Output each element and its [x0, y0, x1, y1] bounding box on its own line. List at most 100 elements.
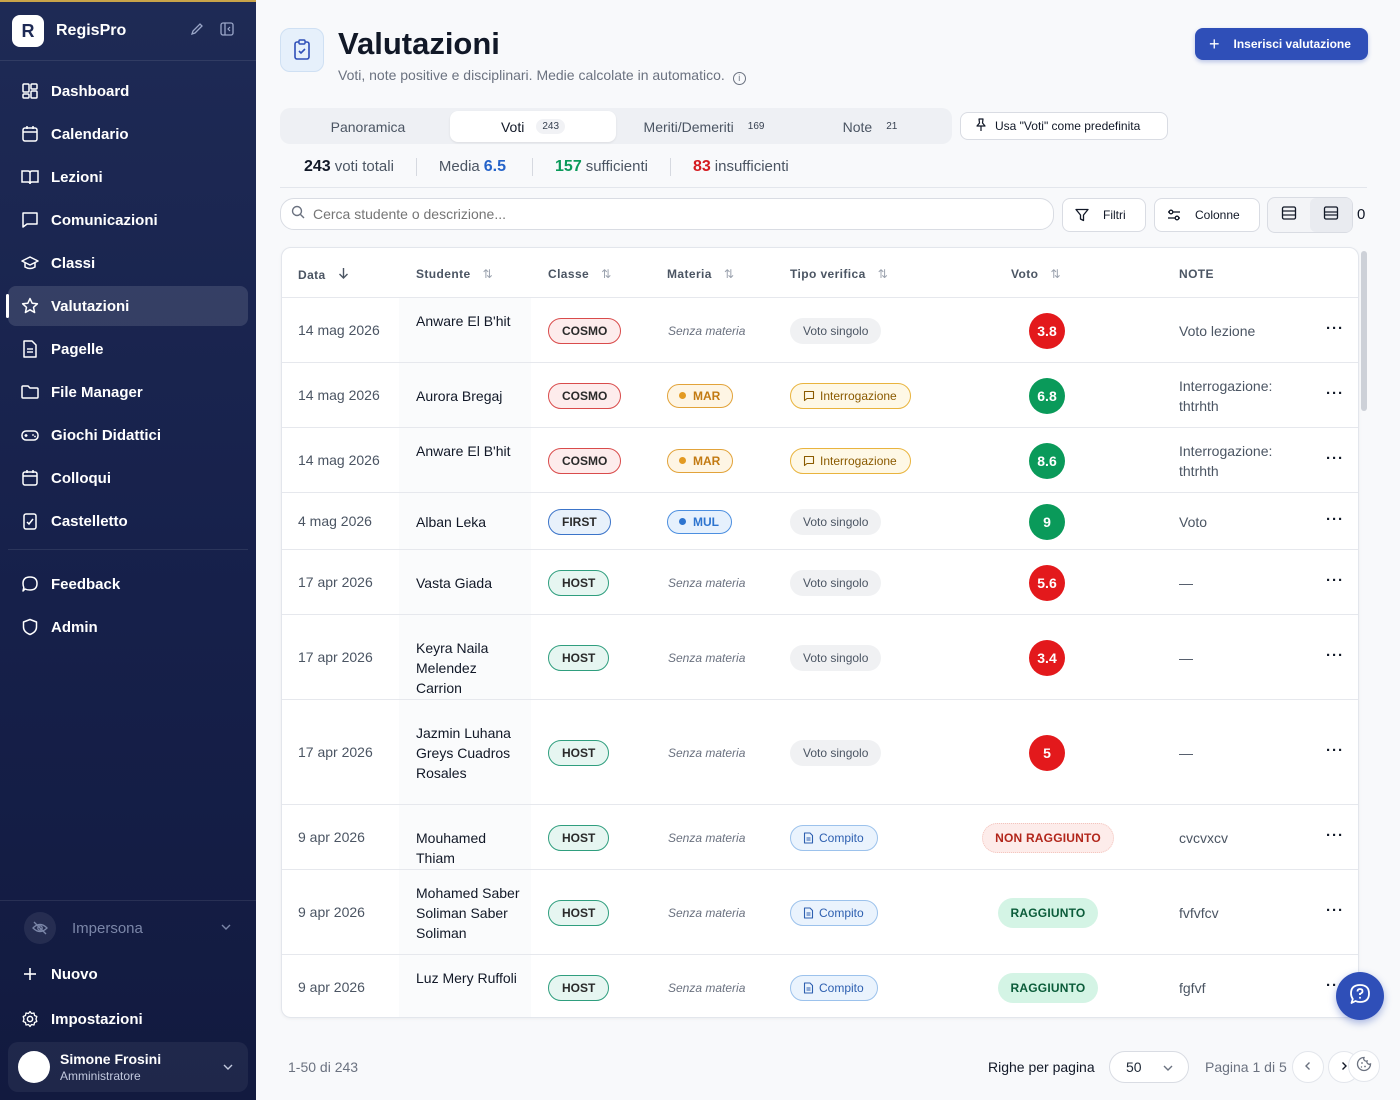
add-valutazione-button[interactable]: + Inserisci valutazione — [1195, 28, 1368, 60]
scrollbar-thumb[interactable] — [1361, 251, 1367, 411]
row-actions-icon[interactable]: ··· — [1326, 646, 1344, 664]
rows-per-page-select[interactable]: 50 — [1109, 1051, 1189, 1083]
student-cell[interactable]: Anware El B'hit — [416, 312, 511, 329]
sidebar-item-label: Pagelle — [51, 340, 104, 358]
sidebar-item-classi[interactable]: Classi — [8, 243, 248, 283]
table-row[interactable]: 14 mag 2026 Anware El B'hit COSMO MAR Interr… — [282, 428, 1358, 493]
student-cell[interactable]: Jazmin Luhana Greys Cuadros Rosales — [416, 724, 511, 781]
page-subtitle-text: Voti, note positive e disciplinari. Medi… — [338, 67, 725, 83]
table-row[interactable]: 9 apr 2026 Mohamed Saber Soliman Saber So… — [282, 870, 1358, 955]
impostazioni-button[interactable]: Impostazioni — [8, 999, 248, 1039]
user-menu[interactable]: Simone Frosini Amministratore — [8, 1042, 248, 1092]
density-compact-button[interactable] — [1310, 198, 1352, 232]
row-actions-icon[interactable]: ··· — [1326, 901, 1344, 919]
cookie-settings-button[interactable] — [1348, 1050, 1380, 1082]
col-header-tipo-verifica[interactable]: Tipo verifica ⇅ — [790, 267, 888, 281]
table-row[interactable]: 17 apr 2026 Jazmin Luhana Greys Cuadros R… — [282, 700, 1358, 805]
row-actions-icon[interactable]: ··· — [1326, 449, 1344, 467]
sidebar-item-feedback[interactable]: Feedback — [8, 564, 248, 604]
collapse-sidebar-icon[interactable] — [220, 22, 234, 39]
search-box — [280, 198, 1054, 230]
sidebar-item-colloqui[interactable]: Colloqui — [8, 458, 248, 498]
sort-icon: ⇅ — [601, 267, 612, 281]
sidebar-item-pagelle[interactable]: Pagelle — [8, 329, 248, 369]
table-row[interactable]: 17 apr 2026 Vasta Giada HOST Senza materia V… — [282, 550, 1358, 615]
student-cell-bg — [399, 805, 531, 869]
calendar-check-icon — [20, 468, 40, 488]
tab-panoramica[interactable]: Panoramica — [288, 111, 448, 142]
date-cell: 17 apr 2026 — [298, 648, 373, 665]
student-cell[interactable]: Aurora Bregaj — [416, 387, 503, 404]
class-badge: HOST — [548, 974, 610, 1001]
tab-meriti-demeriti[interactable]: Meriti/Demeriti 169 — [620, 111, 788, 142]
sort-icon: ⇅ — [482, 267, 494, 281]
prev-page-button[interactable] — [1292, 1051, 1324, 1083]
tipo-verifica-label: Interrogazione — [820, 388, 897, 403]
sidebar-item-lezioni[interactable]: Lezioni — [8, 157, 248, 197]
student-cell[interactable]: Alban Leka — [416, 513, 487, 530]
row-actions-icon[interactable]: ··· — [1326, 384, 1344, 402]
student-cell[interactable]: Anware El B'hit — [416, 442, 511, 459]
col-header-data[interactable]: Data — [298, 267, 349, 282]
row-actions-icon[interactable]: ··· — [1326, 571, 1344, 589]
tab-count: 21 — [886, 121, 898, 132]
density-comfortable-button[interactable] — [1268, 198, 1310, 232]
subject-badge: MUL — [667, 509, 732, 534]
table-row[interactable]: 9 apr 2026 Luz Mery Ruffoli HOST Senza mate… — [282, 955, 1358, 1017]
table-row[interactable]: 17 apr 2026 Keyra Naila Melendez Carrion H… — [282, 615, 1358, 700]
sidebar: R RegisPro Dashboard Calendario Lezioni … — [0, 0, 256, 1100]
student-cell[interactable]: Mouhamed Thiam — [416, 829, 487, 866]
brand[interactable]: R RegisPro — [12, 14, 244, 48]
tab-note[interactable]: Note 21 — [790, 111, 950, 142]
col-header-studente[interactable]: Studente ⇅ — [416, 267, 493, 281]
sidebar-item-giochi-didattici[interactable]: Giochi Didattici — [8, 415, 248, 455]
row-actions-icon[interactable]: ··· — [1326, 741, 1344, 759]
tab-voti[interactable]: Voti 243 — [450, 111, 616, 142]
row-actions-icon[interactable]: ··· — [1326, 826, 1344, 844]
table-scrollbar[interactable] — [1359, 247, 1369, 1018]
class-badge: COSMO — [548, 447, 622, 474]
report-card-icon — [20, 339, 40, 359]
subject-cell: Senza materia — [668, 905, 746, 920]
col-header-voto[interactable]: Voto ⇅ — [1011, 267, 1061, 281]
date-cell: 14 mag 2026 — [298, 386, 380, 403]
subject-dot-icon — [679, 457, 686, 464]
search-input[interactable] — [313, 206, 1013, 222]
tipo-verifica-label: Voto singolo — [803, 514, 869, 529]
rows-per-page-value: 50 — [1126, 1059, 1142, 1075]
sidebar-item-comunicazioni[interactable]: Comunicazioni — [8, 200, 248, 240]
filters-button[interactable]: Filtri — [1062, 198, 1146, 232]
sidebar-item-file-manager[interactable]: File Manager — [8, 372, 248, 412]
sidebar-item-castelletto[interactable]: Castelletto — [8, 501, 248, 541]
col-header-materia[interactable]: Materia ⇅ — [667, 267, 734, 281]
student-cell[interactable]: Mohamed Saber Soliman Saber Soliman — [416, 884, 520, 941]
student-cell[interactable]: Luz Mery Ruffoli — [416, 969, 517, 986]
table-row[interactable]: 14 mag 2026 Aurora Bregaj COSMO MAR Interrog… — [282, 363, 1358, 428]
row-actions-icon[interactable]: ··· — [1326, 510, 1344, 528]
cookie-icon — [1356, 1056, 1372, 1077]
rows-compact-icon — [1323, 205, 1339, 225]
sidebar-item-valutazioni[interactable]: Valutazioni — [6, 286, 248, 326]
nuovo-button[interactable]: Nuovo — [8, 954, 248, 994]
note-cell: Interrogazione: thtrhth — [1179, 442, 1273, 479]
sidebar-item-calendario[interactable]: Calendario — [8, 114, 248, 154]
student-cell[interactable]: Keyra Naila Melendez Carrion — [416, 639, 489, 696]
stat-media: Media 6.5 — [439, 158, 510, 176]
student-cell[interactable]: Vasta Giada — [416, 574, 493, 591]
subject-badge: MAR — [667, 383, 734, 408]
impersona-select[interactable]: Impersona — [8, 906, 248, 950]
help-button[interactable] — [1336, 972, 1384, 1020]
table-row[interactable]: 14 mag 2026 Anware El B'hit COSMO Senza mat… — [282, 298, 1358, 363]
outcome-badge: RAGGIUNTO — [998, 897, 1098, 928]
edit-pencil-icon[interactable] — [190, 22, 204, 39]
table-row[interactable]: 9 apr 2026 Mouhamed Thiam HOST Senza materi… — [282, 805, 1358, 870]
tab-count: 169 — [747, 121, 765, 132]
set-default-tab-button[interactable]: Usa "Voti" come predefinita — [960, 112, 1168, 140]
col-header-classe[interactable]: Classe ⇅ — [548, 267, 612, 281]
table-row[interactable]: 4 mag 2026 Alban Leka FIRST MUL Voto singolo… — [282, 493, 1358, 550]
row-actions-icon[interactable]: ··· — [1326, 319, 1344, 337]
sidebar-item-admin[interactable]: Admin — [8, 607, 248, 647]
columns-button[interactable]: Colonne — [1154, 198, 1260, 232]
sidebar-item-dashboard[interactable]: Dashboard — [8, 71, 248, 111]
info-icon[interactable]: i — [732, 72, 746, 85]
